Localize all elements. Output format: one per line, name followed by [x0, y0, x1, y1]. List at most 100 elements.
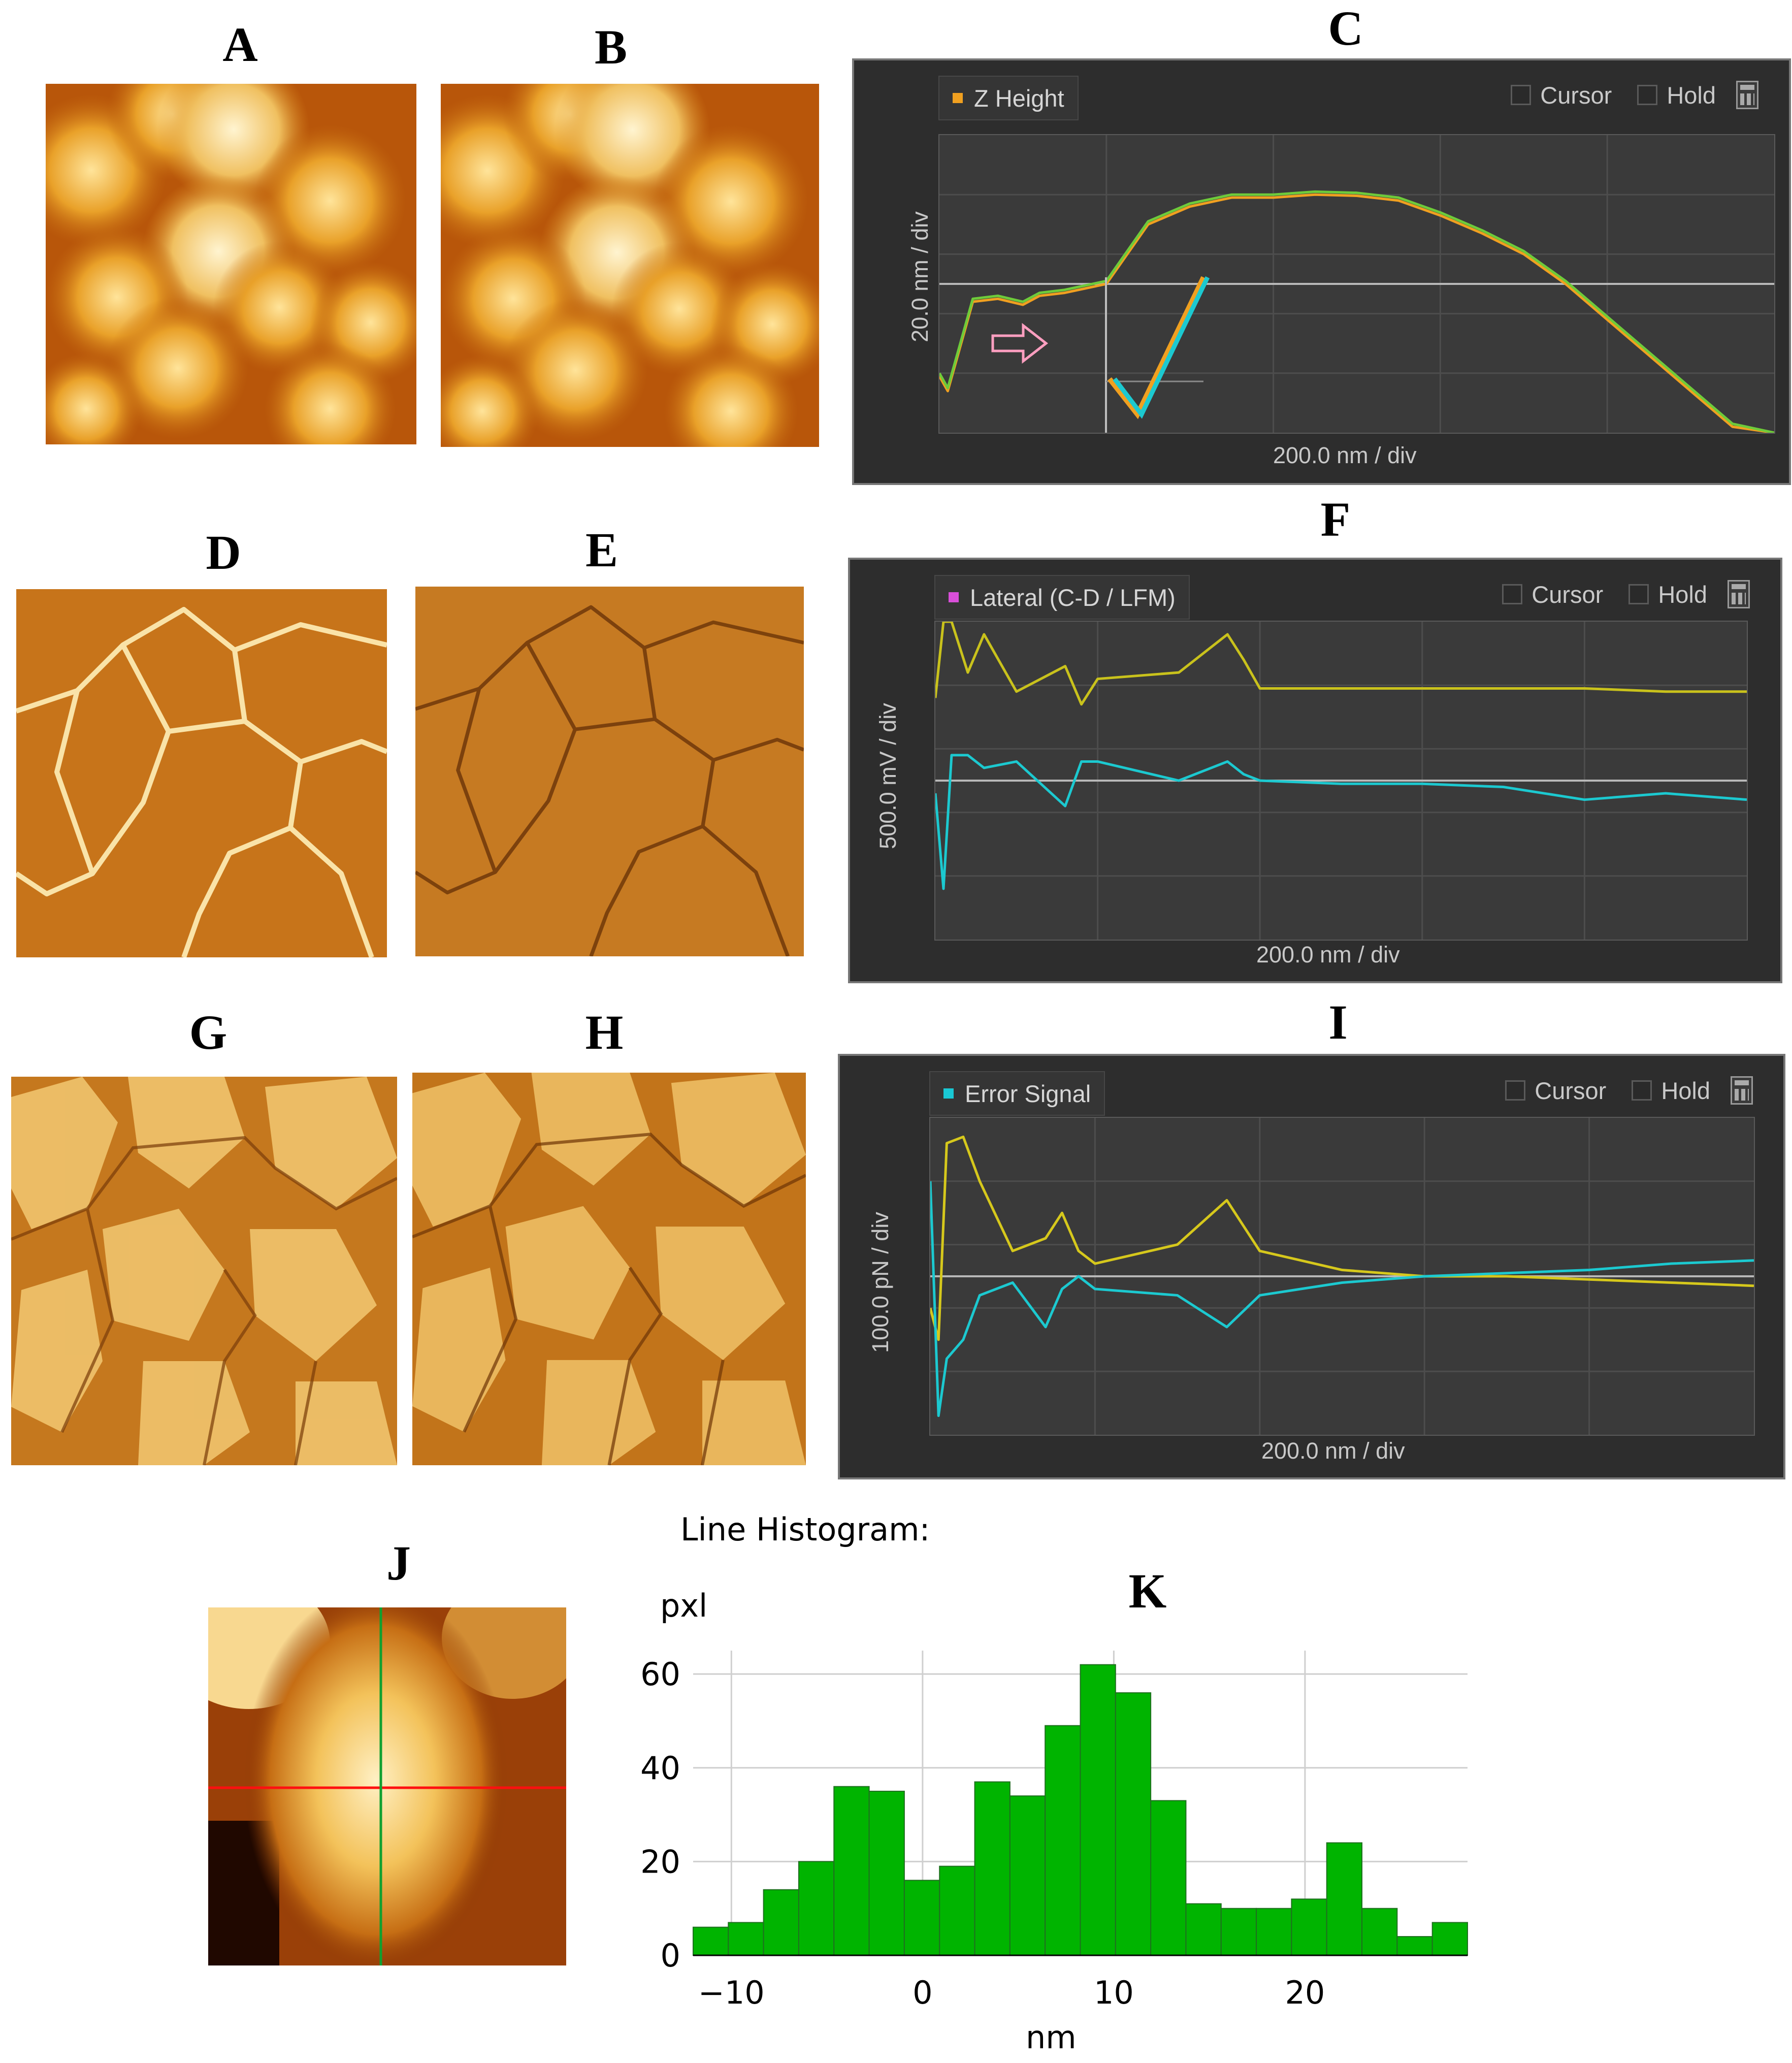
series-trace	[935, 622, 1747, 706]
x-tick-label: −10	[698, 1974, 765, 2011]
inset-trace	[1107, 276, 1206, 420]
legend-swatch	[949, 592, 959, 602]
histogram-bar	[1045, 1725, 1081, 1956]
legend-label: Error Signal	[965, 1080, 1091, 1107]
afm-image-g	[11, 1077, 397, 1465]
histogram-bar	[903, 1880, 940, 1956]
hold-checkbox[interactable]	[1637, 85, 1658, 105]
chart-i-svg	[930, 1118, 1754, 1435]
plot-controls: Cursor Hold	[1511, 81, 1758, 109]
histogram-bar	[1396, 1936, 1433, 1956]
cursor-checkbox[interactable]	[1502, 584, 1523, 604]
histogram-bar	[1291, 1898, 1327, 1956]
histogram-x-label: nm	[1026, 2019, 1077, 2056]
histogram-bar	[1431, 1922, 1468, 1956]
calculator-icon[interactable]	[1736, 81, 1758, 109]
histogram-bar	[1256, 1908, 1292, 1956]
hold-checkbox[interactable]	[1632, 1080, 1652, 1101]
y-scale-label: 500.0 mV / div	[875, 703, 901, 849]
calculator-icon[interactable]	[1728, 580, 1750, 608]
hold-checkbox[interactable]	[1628, 584, 1649, 604]
histogram-bar	[763, 1889, 799, 1956]
cursor-label: Cursor	[1532, 581, 1604, 608]
x-tick-label: 20	[1285, 1974, 1325, 2011]
series-retrace	[930, 1181, 1754, 1417]
grain-bumps	[46, 84, 416, 444]
histogram-bar	[798, 1861, 835, 1956]
histogram-bar	[939, 1865, 975, 1956]
panel-label-h: H	[585, 1005, 624, 1059]
profile-panel-f: Lateral (C-D / LFM) Cursor Hold 500.0 mV…	[848, 558, 1782, 983]
series-retrace	[935, 754, 1747, 890]
histogram-bar	[693, 1926, 729, 1956]
hold-label: Hold	[1661, 1077, 1710, 1104]
histogram-bar	[1185, 1903, 1222, 1956]
histogram-bar	[1115, 1692, 1152, 1956]
y-tick-label: 40	[640, 1750, 680, 1787]
plot-controls: Cursor Hold	[1502, 580, 1750, 608]
cursor-checkbox[interactable]	[1505, 1080, 1526, 1101]
profile-panel-c: Z Height Cursor Hold 20.0 nm / div 200.0…	[852, 58, 1791, 485]
y-scale-label: 100.0 pN / div	[867, 1212, 893, 1353]
panel-label-c: C	[1328, 1, 1363, 55]
histogram-bar	[868, 1790, 905, 1956]
panel-label-i: I	[1328, 995, 1348, 1049]
histogram-bar	[728, 1922, 764, 1956]
legend-label: Lateral (C-D / LFM)	[970, 584, 1176, 611]
hold-label: Hold	[1667, 81, 1716, 109]
plot-area	[929, 1117, 1755, 1436]
profile-panel-i: Error Signal Cursor Hold 100.0 pN / div …	[838, 1054, 1785, 1479]
hold-label: Hold	[1658, 581, 1707, 608]
y-tick-label: 0	[661, 1937, 680, 1974]
plot-controls: Cursor Hold	[1505, 1076, 1753, 1105]
legend-lateral[interactable]: Lateral (C-D / LFM)	[934, 575, 1190, 620]
plot-area	[938, 134, 1775, 434]
panel-label-d: D	[206, 525, 241, 579]
histogram-bar	[1080, 1664, 1116, 1956]
series-trace	[930, 1135, 1754, 1341]
panel-label-f: F	[1320, 492, 1351, 546]
x-scale-label: 200.0 nm / div	[1273, 442, 1417, 468]
histogram-y-label: pxl	[660, 1587, 708, 1624]
chart-c-svg	[939, 135, 1774, 433]
afm-image-b	[441, 84, 819, 447]
legend-label: Z Height	[974, 84, 1064, 112]
afm-image-j	[208, 1607, 566, 1965]
arrow-icon	[991, 323, 1049, 364]
plot-area	[934, 621, 1748, 941]
chart-f-svg	[935, 622, 1747, 940]
x-scale-label: 200.0 nm / div	[1261, 1438, 1405, 1464]
legend-swatch	[943, 1088, 954, 1099]
panel-label-j: J	[386, 1536, 411, 1590]
histogram-bar	[974, 1781, 1011, 1956]
afm-image-d	[16, 589, 387, 957]
panel-label-g: G	[189, 1005, 227, 1059]
afm-image-h	[412, 1073, 806, 1465]
cursor-label: Cursor	[1540, 81, 1612, 109]
panel-label-k: K	[1128, 1564, 1167, 1618]
histogram-bar	[1009, 1795, 1046, 1956]
y-tick-label: 20	[640, 1843, 680, 1880]
histogram-bar	[1150, 1800, 1187, 1956]
histogram-bar	[833, 1786, 870, 1956]
cursor-checkbox[interactable]	[1511, 85, 1532, 105]
histogram-title: Line Histogram:	[680, 1511, 930, 1548]
afm-image-e	[415, 587, 804, 956]
histogram-bar	[1220, 1908, 1257, 1956]
x-tick-label: 10	[1094, 1974, 1134, 2011]
x-tick-label: 0	[913, 1974, 932, 2011]
panel-label-e: E	[585, 523, 618, 577]
inset-retrace	[1113, 276, 1210, 419]
panel-label-a: A	[222, 17, 258, 72]
histogram-chart: 0 20 40 60 −10 0 10 20	[640, 1651, 1468, 2011]
calculator-icon[interactable]	[1731, 1076, 1753, 1105]
legend-z-height[interactable]: Z Height	[938, 76, 1079, 120]
legend-error-signal[interactable]: Error Signal	[929, 1071, 1105, 1116]
series-retrace	[939, 190, 1774, 433]
series-trace	[939, 193, 1774, 433]
histogram-bar	[1361, 1908, 1398, 1956]
afm-image-a	[46, 84, 416, 444]
y-tick-label: 60	[640, 1656, 680, 1693]
x-scale-label: 200.0 nm / div	[1256, 942, 1400, 968]
panel-label-b: B	[594, 20, 628, 74]
